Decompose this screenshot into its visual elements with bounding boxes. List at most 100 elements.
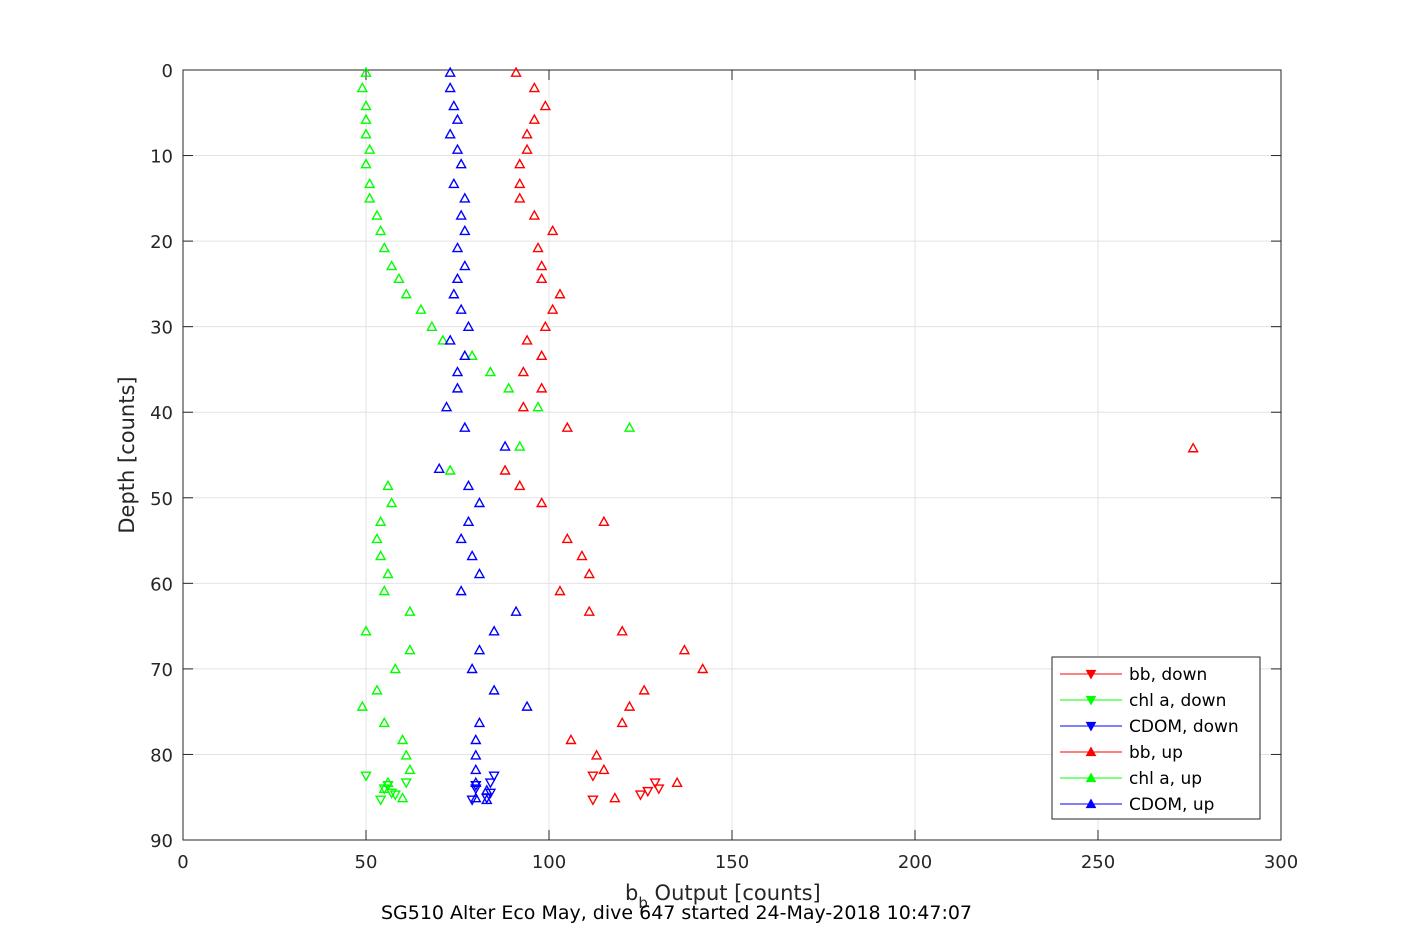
data-point-bb-up: [521, 128, 533, 139]
legend-marker: [1085, 746, 1097, 757]
caption-text: SG510 Alter Eco May, dive 647 started 24…: [380, 902, 973, 924]
data-point-cdom-down: [470, 784, 482, 795]
data-point-chl-a-up: [374, 224, 387, 236]
data-point-bb-up: [514, 192, 526, 203]
data-point-chl-a-up: [360, 99, 372, 111]
data-point-bb-up: [521, 143, 533, 154]
y-tick-label: 20: [150, 232, 173, 253]
legend: bb, down chl a, down CDOM, down bb, up chl a…: [1051, 656, 1261, 820]
data-point-chl-a-up: [437, 334, 449, 345]
data-point-bb-up: [514, 158, 526, 169]
y-tick-label: 50: [150, 489, 173, 510]
data-point-chl-a-up: [389, 662, 401, 674]
data-point-chl-a-up: [371, 532, 383, 544]
data-point-cdom-up: [451, 143, 464, 154]
data-point-chl-a-up: [623, 421, 636, 432]
data-point-cdom-down: [488, 771, 500, 782]
legend-entry-label: CDOM, up: [1129, 795, 1214, 815]
data-point-cdom-up: [466, 550, 478, 561]
data-point-chl-a-up: [374, 515, 387, 527]
x-tick-label: 250: [1081, 852, 1115, 873]
data-point-bb-up: [561, 421, 573, 432]
data-point-bb-up: [517, 366, 530, 377]
x-tick-label: 0: [177, 852, 188, 873]
data-markers: [356, 66, 1199, 806]
data-point-chl-a-up: [396, 792, 409, 803]
legend-entry-label: chl a, down: [1129, 691, 1226, 711]
data-point-cdom-up: [440, 401, 453, 412]
data-point-chl-a-up: [404, 605, 416, 616]
data-point-chl-a-up: [378, 242, 390, 253]
data-point-bb-up: [638, 684, 650, 695]
data-point-chl-a-up: [404, 763, 416, 775]
data-point-bb-up: [671, 776, 683, 787]
data-point-bb-up: [616, 716, 628, 728]
data-point-chl-a-up: [484, 366, 497, 377]
y-tick-label: 0: [162, 61, 173, 82]
data-point-bb-up: [535, 382, 548, 393]
data-point-bb-up: [546, 224, 559, 236]
data-point-chl-a-up: [378, 585, 390, 596]
x-axis-ticks: 0 50 100 150 200 250 300: [177, 70, 1298, 873]
data-point-cdom-up: [455, 532, 467, 544]
data-point-chl-a-up: [363, 192, 376, 203]
data-point-bb-up: [528, 209, 541, 220]
data-point-chl-a-up: [404, 644, 416, 655]
data-point-cdom-up: [455, 209, 467, 220]
data-point-bb-up: [539, 99, 552, 111]
data-point-chl-a-up: [466, 349, 478, 361]
data-point-chl-a-up: [356, 82, 369, 93]
data-point-cdom-up: [451, 242, 464, 253]
data-point-chl-a-up: [363, 177, 376, 189]
data-point-chl-a-down: [400, 778, 412, 789]
data-point-cdom-up: [470, 763, 482, 775]
data-point-cdom-up: [455, 585, 467, 596]
data-point-bb-up: [697, 662, 709, 674]
data-point-chl-a-up: [378, 716, 390, 728]
data-point-cdom-up: [444, 334, 456, 345]
data-point-cdom-up: [433, 462, 445, 473]
legend-entry-label: chl a, up: [1129, 769, 1202, 789]
x-axis-label-subscript: b: [638, 894, 648, 912]
y-tick-label: 30: [150, 318, 173, 339]
data-point-chl-a-down: [374, 795, 387, 806]
data-point-bb-up: [514, 479, 526, 491]
legend-marker: [1085, 798, 1097, 809]
data-point-cdom-up: [444, 82, 456, 93]
data-point-cdom-up: [444, 66, 456, 77]
data-point-chl-a-up: [371, 209, 383, 220]
data-point-cdom-up: [451, 113, 464, 124]
data-point-bb-up: [499, 464, 511, 475]
data-point-chl-a-up: [532, 401, 544, 412]
data-point-bb-up: [598, 515, 610, 527]
data-point-bb-up: [609, 792, 621, 803]
data-point-chl-a-up: [374, 550, 387, 561]
data-point-chl-a-up: [360, 128, 372, 139]
data-point-chl-a-up: [382, 567, 394, 579]
y-axis-label: Depth [counts]: [115, 376, 139, 533]
data-point-chl-a-up: [400, 288, 412, 299]
data-point-chl-a-up: [382, 479, 394, 491]
data-point-chl-a-up: [393, 272, 405, 284]
data-point-bb-up: [678, 644, 691, 655]
data-point-cdom-up: [462, 515, 475, 527]
data-point-chl-a-up: [503, 382, 515, 393]
data-point-bb-down: [642, 786, 654, 798]
x-axis-label-rest: Output [counts]: [648, 881, 821, 905]
data-point-bb-up: [623, 700, 636, 711]
data-point-bb-up: [528, 82, 541, 93]
legend-entry-label: bb, up: [1129, 743, 1183, 763]
data-point-bb-up: [576, 550, 588, 561]
data-point-bb-up: [565, 733, 577, 745]
y-tick-label: 60: [150, 574, 173, 595]
data-point-bb-up: [583, 605, 595, 616]
y-tick-label: 80: [150, 745, 173, 766]
data-point-cdom-up: [448, 99, 460, 111]
data-point-bb-up: [616, 625, 628, 636]
data-point-bb-up: [510, 66, 522, 77]
data-point-bb-down: [587, 771, 599, 782]
data-point-cdom-up: [488, 684, 500, 695]
data-point-chl-a-up: [400, 749, 412, 760]
data-point-chl-a-up: [360, 158, 372, 169]
